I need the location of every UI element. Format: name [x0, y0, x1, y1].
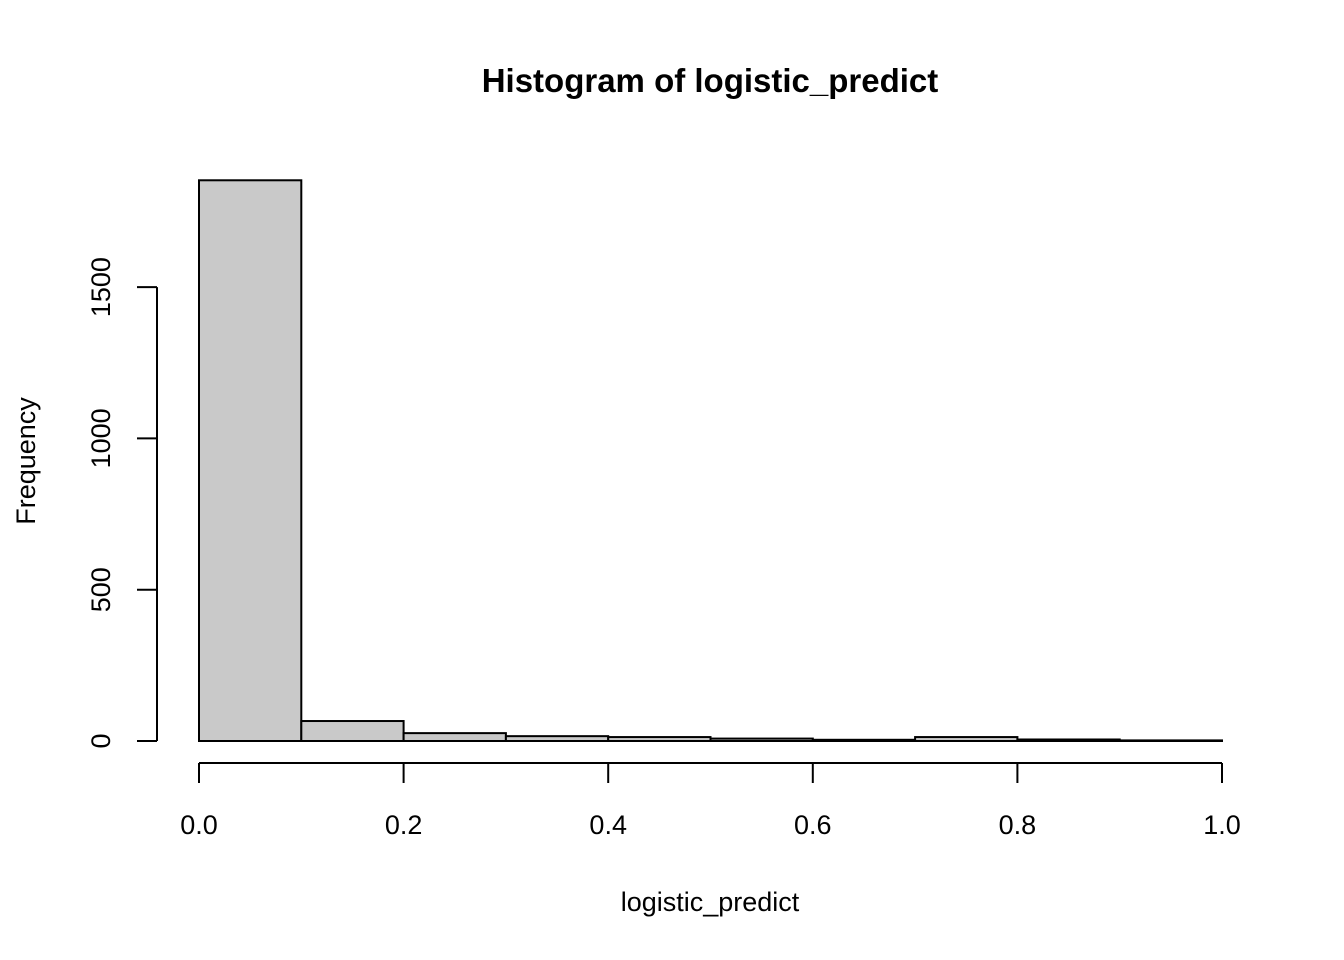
histogram-bar: [198, 179, 303, 742]
y-tick-label: 0: [86, 733, 116, 748]
x-tick-label: 1.0: [1203, 810, 1241, 840]
x-tick-label: 0.2: [385, 810, 423, 840]
chart-title: Histogram of logistic_predict: [482, 62, 939, 99]
y-tick-label: 500: [86, 567, 116, 612]
y-tick-label: 1000: [86, 408, 116, 468]
histogram-bar: [402, 732, 507, 742]
histogram-bar: [1118, 739, 1223, 742]
x-tick-label: 0.8: [999, 810, 1037, 840]
x-axis-label: logistic_predict: [621, 887, 800, 917]
y-axis-label: Frequency: [11, 397, 41, 525]
x-tick-label: 0.6: [794, 810, 832, 840]
histogram-bar: [607, 736, 712, 743]
histogram-bar: [1016, 738, 1121, 742]
histogram-bar: [914, 736, 1019, 743]
histogram-bar: [811, 738, 917, 743]
histogram-bar: [709, 737, 814, 743]
x-tick-label: 0.4: [589, 810, 627, 840]
y-tick-label: 1500: [86, 257, 116, 317]
histogram-bar: [300, 720, 405, 742]
histogram-bar: [504, 735, 610, 742]
x-tick-label: 0.0: [180, 810, 218, 840]
